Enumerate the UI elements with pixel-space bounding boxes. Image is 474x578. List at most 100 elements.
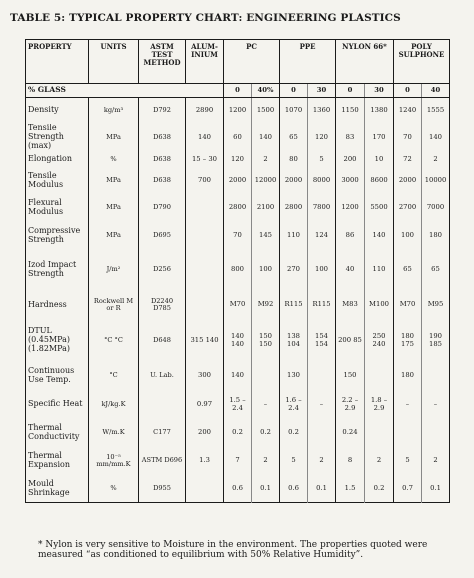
value-cell: 1380: [364, 97, 394, 124]
glass-value: 0: [393, 83, 422, 98]
value-cell: 2.2 – 2.9: [335, 389, 365, 420]
value-cell: 110: [279, 222, 308, 249]
astm-cell: [138, 389, 186, 420]
value-cell: 120: [307, 123, 336, 152]
astm-cell: D955: [138, 475, 186, 503]
value-cell: M70: [223, 290, 252, 320]
value-cell: 2: [307, 446, 336, 476]
value-cell: 180: [393, 361, 422, 390]
value-cell: 200 85: [335, 319, 365, 362]
property-cell: DTUL (0.45MPa) (1.82MPa): [25, 319, 89, 362]
value-cell: [393, 419, 422, 447]
header-astm: ASTM TEST METHOD: [138, 39, 186, 84]
value-cell: 60: [223, 123, 252, 152]
property-cell: Izod Impact Strength: [25, 248, 89, 291]
property-cell: Continuous Use Temp.: [25, 361, 89, 390]
table-row: Density kg/m³ D792 2890 1200 1500 1070 1360 1150…: [25, 97, 450, 124]
value-cell: 8000: [307, 167, 336, 194]
astm-cell: D790: [138, 193, 186, 223]
property-table: PROPERTY UNITS ASTM TEST METHOD ALUM- IN…: [25, 39, 450, 503]
value-cell: –: [393, 389, 422, 420]
units-cell: MPa: [88, 123, 139, 152]
glass-value: 40: [421, 83, 450, 98]
header-ppe: PPE: [279, 39, 336, 84]
value-cell: 0.2: [251, 419, 280, 447]
value-cell: 150 150: [251, 319, 280, 362]
glass-value: 30: [307, 83, 336, 98]
value-cell: [364, 361, 394, 390]
aluminium-cell: [185, 222, 224, 249]
astm-cell: D638: [138, 151, 186, 168]
value-cell: 2100: [251, 193, 280, 223]
value-cell: 2800: [279, 193, 308, 223]
table-row: Compressive Strength MPa D695 70 145 110 124 86…: [25, 222, 450, 249]
value-cell: R115: [307, 290, 336, 320]
aluminium-cell: 140: [185, 123, 224, 152]
value-cell: 800: [223, 248, 252, 291]
aluminium-cell: [185, 290, 224, 320]
property-cell: Specific Heat: [25, 389, 89, 420]
property-cell: Elongation: [25, 151, 89, 168]
units-cell: W/m.K: [88, 419, 139, 447]
glass-value: 40%: [251, 83, 280, 98]
table-row: Mould Shrinkage% D955 0.6 0.1 0.6 0.1 1.5 0.2 0.…: [25, 475, 450, 503]
astm-cell: D638: [138, 167, 186, 194]
units-cell: 10⁻⁵ mm/mm.K: [88, 446, 139, 476]
value-cell: 0.2: [364, 475, 394, 503]
value-cell: 100: [307, 248, 336, 291]
units-cell: %: [88, 151, 139, 168]
value-cell: 2700: [393, 193, 422, 223]
value-cell: [421, 419, 450, 447]
value-cell: M95: [421, 290, 450, 320]
value-cell: 200: [335, 151, 365, 168]
value-cell: 2: [251, 151, 280, 168]
table-row: Elongation% D638 15 – 30 120 2 80 5 200 10 72 2: [25, 151, 450, 168]
value-cell: 8: [335, 446, 365, 476]
header-units: UNITS: [88, 39, 139, 84]
value-cell: 40: [335, 248, 365, 291]
table-row: Tensile Strength (max) MPa D638 140 60 140 65 1…: [25, 123, 450, 152]
value-cell: –: [421, 389, 450, 420]
value-cell: 2: [421, 446, 450, 476]
value-cell: R115: [279, 290, 308, 320]
value-cell: 2800: [223, 193, 252, 223]
value-cell: 1.6 – 2.4: [279, 389, 308, 420]
value-cell: 3000: [335, 167, 365, 194]
value-cell: 8600: [364, 167, 394, 194]
value-cell: 1555: [421, 97, 450, 124]
units-cell: kJ/kg.K: [88, 389, 139, 420]
value-cell: [251, 361, 280, 390]
units-cell: J/m²: [88, 248, 139, 291]
aluminium-cell: 2890: [185, 97, 224, 124]
value-cell: 86: [335, 222, 365, 249]
value-cell: 145: [251, 222, 280, 249]
value-cell: –: [307, 389, 336, 420]
value-cell: 180 175: [393, 319, 422, 362]
value-cell: 140: [251, 123, 280, 152]
value-cell: 7: [223, 446, 252, 476]
value-cell: 1360: [307, 97, 336, 124]
value-cell: 2: [421, 151, 450, 168]
value-cell: 140: [223, 361, 252, 390]
value-cell: 12000: [251, 167, 280, 194]
value-cell: 1500: [251, 97, 280, 124]
table-row: Specific Heat kJ/kg.K 0.97 1.5 – 2.4–1.6 – …: [25, 389, 450, 420]
aluminium-cell: 700: [185, 167, 224, 194]
table-row: Hardness Rockwell M or R D2240 D785 M70 M92 R…: [25, 290, 450, 320]
units-cell: kg/m³: [88, 97, 139, 124]
value-cell: 65: [421, 248, 450, 291]
glass-value: 0: [335, 83, 365, 98]
value-cell: M70: [393, 290, 422, 320]
value-cell: 5: [307, 151, 336, 168]
header-polysulphone: POLY SULPHONE: [393, 39, 450, 84]
value-cell: 7000: [421, 193, 450, 223]
property-cell: Tensile Modulus: [25, 167, 89, 194]
value-cell: 80: [279, 151, 308, 168]
header-property: PROPERTY: [25, 39, 89, 84]
value-cell: 1200: [335, 193, 365, 223]
value-cell: 70: [223, 222, 252, 249]
value-cell: 150: [335, 361, 365, 390]
aluminium-cell: 200: [185, 419, 224, 447]
value-cell: M92: [251, 290, 280, 320]
value-cell: 100: [251, 248, 280, 291]
